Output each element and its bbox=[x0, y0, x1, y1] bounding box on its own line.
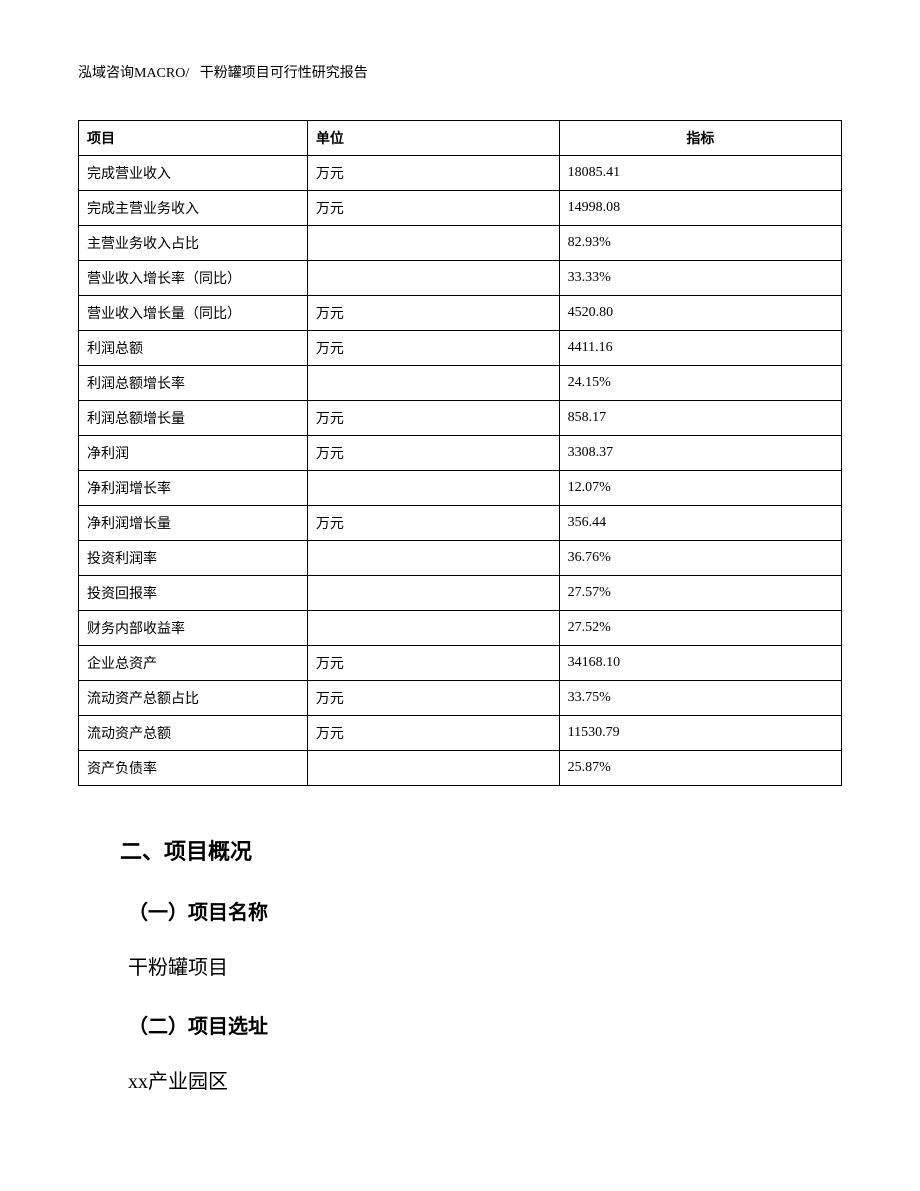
table-cell-item: 利润总额 bbox=[79, 331, 308, 366]
body-project-location: xx产业园区 bbox=[128, 1065, 842, 1094]
body-project-name: 干粉罐项目 bbox=[128, 951, 842, 980]
table-cell-item: 投资利润率 bbox=[79, 541, 308, 576]
table-cell-unit bbox=[307, 226, 559, 261]
table-cell-unit: 万元 bbox=[307, 331, 559, 366]
table-cell-item: 净利润 bbox=[79, 436, 308, 471]
table-col-item: 项目 bbox=[79, 121, 308, 156]
table-cell-value: 34168.10 bbox=[559, 646, 841, 681]
table-cell-value: 18085.41 bbox=[559, 156, 841, 191]
table-cell-value: 24.15% bbox=[559, 366, 841, 401]
table-cell-value: 33.75% bbox=[559, 681, 841, 716]
table-cell-value: 14998.08 bbox=[559, 191, 841, 226]
table-row: 流动资产总额占比万元33.75% bbox=[79, 681, 842, 716]
table-cell-unit: 万元 bbox=[307, 716, 559, 751]
table-cell-item: 利润总额增长率 bbox=[79, 366, 308, 401]
table-row: 净利润增长率 12.07% bbox=[79, 471, 842, 506]
table-cell-value: 356.44 bbox=[559, 506, 841, 541]
table-row: 营业收入增长量（同比）万元4520.80 bbox=[79, 296, 842, 331]
table-cell-unit bbox=[307, 366, 559, 401]
table-cell-unit bbox=[307, 541, 559, 576]
table-row: 完成主营业务收入万元14998.08 bbox=[79, 191, 842, 226]
table-cell-unit: 万元 bbox=[307, 506, 559, 541]
table-header-row: 项目 单位 指标 bbox=[79, 121, 842, 156]
section-heading-overview: 二、项目概况 bbox=[120, 834, 842, 866]
table-cell-unit: 万元 bbox=[307, 156, 559, 191]
page-header: 泓域咨询MACRO/ 干粉罐项目可行性研究报告 bbox=[78, 62, 842, 82]
table-row: 投资回报率 27.57% bbox=[79, 576, 842, 611]
table-cell-item: 流动资产总额占比 bbox=[79, 681, 308, 716]
table-cell-value: 33.33% bbox=[559, 261, 841, 296]
table-row: 净利润万元3308.37 bbox=[79, 436, 842, 471]
financial-indicators-table: 项目 单位 指标 完成营业收入万元18085.41完成主营业务收入万元14998… bbox=[78, 120, 842, 786]
table-row: 营业收入增长率（同比） 33.33% bbox=[79, 261, 842, 296]
table-row: 财务内部收益率 27.52% bbox=[79, 611, 842, 646]
table-row: 净利润增长量万元356.44 bbox=[79, 506, 842, 541]
sub-heading-project-name: （一）项目名称 bbox=[128, 896, 842, 925]
table-cell-item: 净利润增长量 bbox=[79, 506, 308, 541]
table-cell-unit bbox=[307, 261, 559, 296]
table-cell-item: 主营业务收入占比 bbox=[79, 226, 308, 261]
table-cell-value: 25.87% bbox=[559, 751, 841, 786]
header-title: 干粉罐项目可行性研究报告 bbox=[200, 66, 368, 81]
table-col-unit: 单位 bbox=[307, 121, 559, 156]
header-company: 泓域咨询MACRO/ bbox=[78, 66, 189, 81]
table-cell-unit: 万元 bbox=[307, 681, 559, 716]
table-row: 主营业务收入占比 82.93% bbox=[79, 226, 842, 261]
table-cell-unit bbox=[307, 576, 559, 611]
table-cell-item: 完成营业收入 bbox=[79, 156, 308, 191]
table-cell-item: 流动资产总额 bbox=[79, 716, 308, 751]
table-row: 利润总额增长率 24.15% bbox=[79, 366, 842, 401]
table-cell-unit bbox=[307, 751, 559, 786]
table-row: 投资利润率 36.76% bbox=[79, 541, 842, 576]
table-cell-value: 12.07% bbox=[559, 471, 841, 506]
table-row: 利润总额增长量万元858.17 bbox=[79, 401, 842, 436]
table-cell-value: 82.93% bbox=[559, 226, 841, 261]
table-cell-value: 3308.37 bbox=[559, 436, 841, 471]
table-cell-item: 净利润增长率 bbox=[79, 471, 308, 506]
table-row: 完成营业收入万元18085.41 bbox=[79, 156, 842, 191]
table-cell-unit: 万元 bbox=[307, 296, 559, 331]
table-cell-item: 企业总资产 bbox=[79, 646, 308, 681]
table-cell-value: 11530.79 bbox=[559, 716, 841, 751]
table-cell-value: 4520.80 bbox=[559, 296, 841, 331]
table-row: 资产负债率 25.87% bbox=[79, 751, 842, 786]
table-cell-item: 完成主营业务收入 bbox=[79, 191, 308, 226]
table-cell-value: 27.52% bbox=[559, 611, 841, 646]
table-cell-value: 27.57% bbox=[559, 576, 841, 611]
table-cell-item: 财务内部收益率 bbox=[79, 611, 308, 646]
document-page: 泓域咨询MACRO/ 干粉罐项目可行性研究报告 项目 单位 指标 完成营业收入万… bbox=[0, 0, 920, 1184]
table-row: 流动资产总额万元11530.79 bbox=[79, 716, 842, 751]
table-cell-unit: 万元 bbox=[307, 191, 559, 226]
table-cell-item: 投资回报率 bbox=[79, 576, 308, 611]
table-cell-unit bbox=[307, 471, 559, 506]
table-cell-unit: 万元 bbox=[307, 401, 559, 436]
table-cell-unit: 万元 bbox=[307, 646, 559, 681]
table-cell-item: 营业收入增长率（同比） bbox=[79, 261, 308, 296]
table-cell-value: 858.17 bbox=[559, 401, 841, 436]
table-row: 利润总额万元4411.16 bbox=[79, 331, 842, 366]
table-cell-item: 营业收入增长量（同比） bbox=[79, 296, 308, 331]
table-cell-unit: 万元 bbox=[307, 436, 559, 471]
table-row: 企业总资产万元34168.10 bbox=[79, 646, 842, 681]
table-cell-unit bbox=[307, 611, 559, 646]
table-cell-value: 4411.16 bbox=[559, 331, 841, 366]
table-cell-item: 资产负债率 bbox=[79, 751, 308, 786]
table-body: 完成营业收入万元18085.41完成主营业务收入万元14998.08主营业务收入… bbox=[79, 156, 842, 786]
sub-heading-project-location: （二）项目选址 bbox=[128, 1010, 842, 1039]
table-cell-value: 36.76% bbox=[559, 541, 841, 576]
table-cell-item: 利润总额增长量 bbox=[79, 401, 308, 436]
table-col-value: 指标 bbox=[559, 121, 841, 156]
